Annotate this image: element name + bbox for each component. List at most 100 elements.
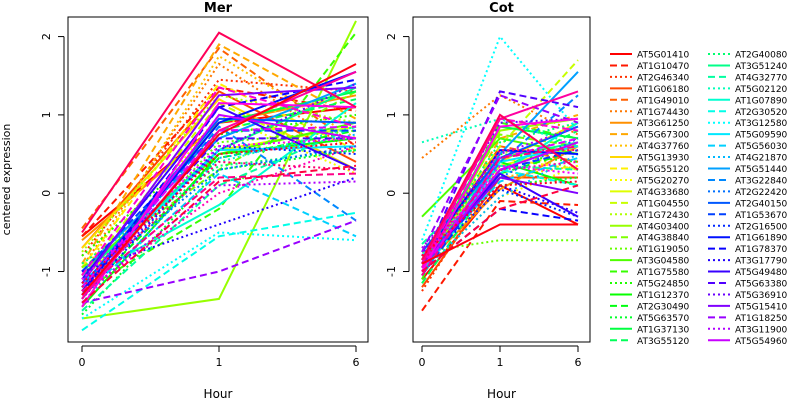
series-line xyxy=(81,160,357,288)
legend-label: AT2G22420 xyxy=(735,188,788,198)
series-line xyxy=(421,90,579,265)
legend-label: AT1G06180 xyxy=(637,85,690,95)
legend-label: AT5G09590 xyxy=(735,131,788,141)
legend-label: AT1G78370 xyxy=(735,245,788,255)
legend-label: AT5G63570 xyxy=(637,314,690,324)
legend-label: AT5G36910 xyxy=(735,291,788,301)
y-tick-label: -1 xyxy=(385,266,398,277)
x-axis-mer: 0 1 6 xyxy=(79,345,360,369)
legend-label: AT3G55120 xyxy=(637,337,690,347)
series-line xyxy=(421,223,578,265)
series-line xyxy=(421,113,579,261)
legend-label: AT4G33680 xyxy=(637,188,690,198)
series-line xyxy=(421,94,579,269)
legend-label: AT3G22840 xyxy=(735,176,788,186)
legend-label: AT5G15410 xyxy=(735,302,788,312)
y-axis-mer: -1 0 1 2 xyxy=(40,33,65,277)
legend-label: AT5G13930 xyxy=(637,154,690,164)
legend-label: AT1G72430 xyxy=(637,211,690,221)
plot-frame-mer xyxy=(67,16,369,343)
x-tick-label: 6 xyxy=(575,356,582,369)
series-line xyxy=(421,160,579,257)
legend-label: AT5G55120 xyxy=(637,165,690,175)
series-line xyxy=(421,199,579,312)
series-line xyxy=(81,211,357,332)
y-axis-label: centered expression xyxy=(0,124,13,236)
legend-label: AT4G37760 xyxy=(637,142,690,152)
x-tick-label: 1 xyxy=(497,356,504,369)
series-line xyxy=(81,86,357,284)
series-line xyxy=(81,90,357,249)
series-lines-cot xyxy=(421,34,579,312)
legend-label: AT3G11900 xyxy=(735,325,788,335)
panel-mer: Mer 0 1 6 -1 0 1 2 Hour centered expression xyxy=(0,1,369,400)
series-line xyxy=(81,172,357,292)
series-line xyxy=(421,145,579,269)
series-line xyxy=(421,152,579,265)
y-tick-label: 2 xyxy=(385,33,398,40)
legend-label: AT3G17790 xyxy=(735,257,788,267)
x-tick-label: 1 xyxy=(216,356,223,369)
series-line xyxy=(421,137,579,218)
legend-label: AT3G51240 xyxy=(735,62,788,72)
series-line xyxy=(81,149,357,316)
series-line xyxy=(81,31,357,233)
series-line xyxy=(81,63,357,296)
series-line xyxy=(81,125,357,288)
legend-label: AT3G61250 xyxy=(637,119,690,129)
legend-label: AT1G19050 xyxy=(637,245,690,255)
x-axis-cot: 0 1 6 xyxy=(419,345,582,369)
series-line xyxy=(81,129,357,296)
x-axis-label-mer: Hour xyxy=(204,387,233,400)
series-line xyxy=(421,90,579,265)
legend-label: AT1G37130 xyxy=(637,325,690,335)
series-line xyxy=(81,219,357,304)
legend-label: AT2G30520 xyxy=(735,108,788,118)
legend: AT5G01410AT1G10470AT2G46340AT1G06180AT1G… xyxy=(610,51,788,347)
series-line xyxy=(81,145,357,285)
legend-label: AT1G75580 xyxy=(637,268,690,278)
series-line xyxy=(421,188,579,265)
series-lines-mer xyxy=(81,20,357,332)
legend-label: AT1G53670 xyxy=(735,211,788,221)
x-tick-label: 0 xyxy=(419,356,426,369)
series-line xyxy=(421,145,579,276)
legend-label: AT2G46340 xyxy=(637,73,690,83)
legend-label: AT2G40150 xyxy=(735,199,788,209)
legend-label: AT5G20270 xyxy=(637,176,690,186)
series-line xyxy=(81,133,357,304)
series-line xyxy=(81,231,357,320)
legend-label: AT2G40080 xyxy=(735,51,788,61)
legend-label: AT4G38840 xyxy=(637,234,690,244)
legend-label: AT1G61890 xyxy=(735,234,788,244)
legend-label: AT5G67300 xyxy=(637,131,690,141)
x-tick-label: 0 xyxy=(79,356,86,369)
series-line xyxy=(81,137,357,281)
legend-label: AT5G24850 xyxy=(637,280,690,290)
legend-label: AT5G02120 xyxy=(735,85,788,95)
legend-label: AT4G32770 xyxy=(735,73,788,83)
series-line xyxy=(81,46,357,230)
y-tick-label: 0 xyxy=(40,190,53,197)
y-tick-label: 2 xyxy=(40,33,53,40)
series-line xyxy=(81,54,357,276)
series-line xyxy=(81,20,357,320)
legend-label: AT2G30490 xyxy=(637,302,690,312)
series-line xyxy=(421,94,579,253)
series-line xyxy=(421,137,579,273)
series-line xyxy=(421,164,579,261)
y-tick-label: 1 xyxy=(40,111,53,118)
legend-label: AT1G49010 xyxy=(637,96,690,106)
x-tick-label: 6 xyxy=(353,356,360,369)
panel-cot: Cot 0 1 6 -1 0 1 2 Hour xyxy=(385,1,591,400)
y-axis-cot: -1 0 1 2 xyxy=(385,33,410,277)
x-axis-label-cot: Hour xyxy=(487,387,516,400)
series-line xyxy=(421,164,579,261)
plot-frame-cot xyxy=(412,16,591,343)
legend-label: AT1G04550 xyxy=(637,199,690,209)
legend-label: AT3G04580 xyxy=(637,257,690,267)
y-tick-label: -1 xyxy=(40,266,53,277)
legend-label: AT1G07890 xyxy=(735,96,788,106)
legend-label: AT5G01410 xyxy=(637,51,690,61)
